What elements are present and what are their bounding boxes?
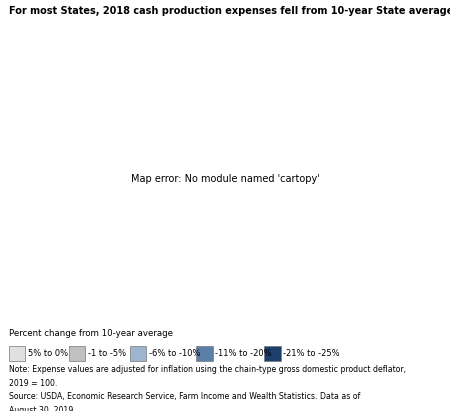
Text: August 30, 2019.: August 30, 2019. — [9, 406, 76, 411]
Text: 5% to 0%: 5% to 0% — [28, 349, 68, 358]
Text: 2019 = 100.: 2019 = 100. — [9, 379, 58, 388]
Text: -21% to -25%: -21% to -25% — [284, 349, 340, 358]
Bar — [69, 346, 86, 360]
Bar — [197, 346, 213, 360]
Bar — [9, 346, 25, 360]
Text: Map error: No module named 'cartopy': Map error: No module named 'cartopy' — [130, 174, 320, 184]
Text: For most States, 2018 cash production expenses fell from 10-year State average: For most States, 2018 cash production ex… — [9, 6, 450, 16]
Bar — [264, 346, 281, 360]
Text: Note: Expense values are adjusted for inflation using the chain-type gross domes: Note: Expense values are adjusted for in… — [9, 365, 406, 374]
Text: -6% to -10%: -6% to -10% — [149, 349, 200, 358]
Text: Percent change from 10-year average: Percent change from 10-year average — [9, 329, 173, 338]
Text: Source: USDA, Economic Research Service, Farm Income and Wealth Statistics. Data: Source: USDA, Economic Research Service,… — [9, 392, 360, 401]
Bar — [130, 346, 146, 360]
Text: -1 to -5%: -1 to -5% — [88, 349, 126, 358]
Text: -11% to -20%: -11% to -20% — [216, 349, 272, 358]
